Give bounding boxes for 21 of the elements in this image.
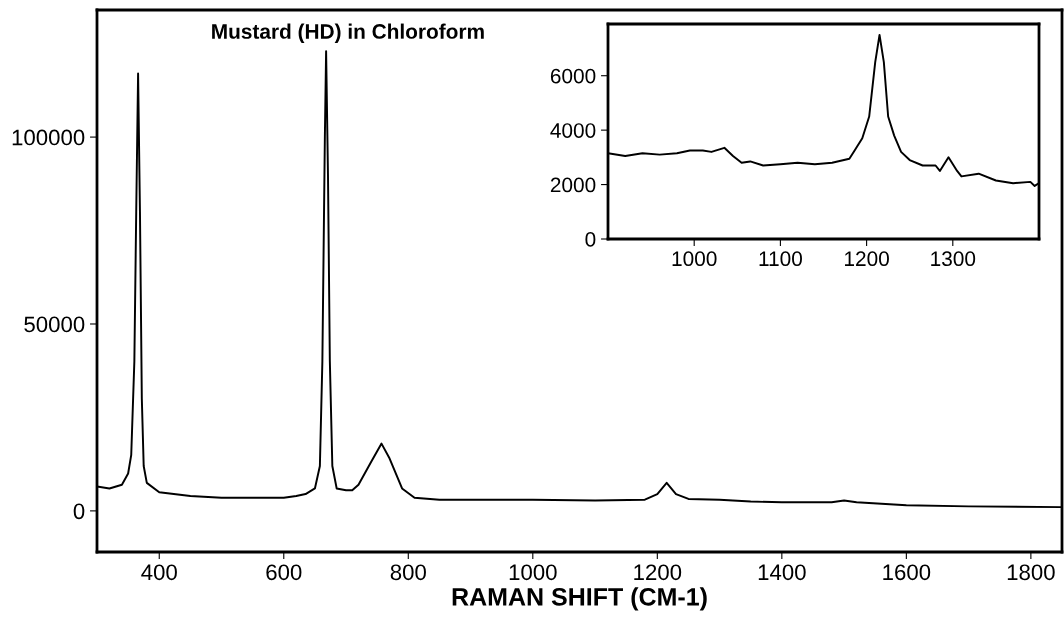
y-tick-label: 0 <box>585 232 596 247</box>
y-tick-label: 0 <box>73 503 85 520</box>
x-tick-label: 1200 <box>845 251 889 267</box>
x-tick-label: 1400 <box>758 564 806 581</box>
x-tick-label: 1100 <box>759 251 802 267</box>
x-tick-label: 1200 <box>634 564 682 581</box>
x-tick-label: 1000 <box>509 564 557 581</box>
y-tick-label: 50000 <box>24 316 85 333</box>
text: Mustard (HD) in Chloroform <box>212 23 484 43</box>
x-tick-label: 1000 <box>672 251 717 267</box>
y-tick-label: 100000 <box>12 129 85 146</box>
y-tick-label: 6000 <box>550 68 596 84</box>
x-tick-label: 600 <box>266 564 302 581</box>
x-tick-label: 800 <box>390 564 426 581</box>
y-tick-label: 4000 <box>550 123 596 138</box>
x-tick-label: 1600 <box>883 564 931 581</box>
x-tick-label: 1800 <box>1007 564 1055 581</box>
x-tick-label: 1300 <box>931 251 976 267</box>
y-tick-label: 2000 <box>550 177 596 193</box>
x-tick-label: 400 <box>141 564 177 581</box>
x-axis-title: RAMAN SHIFT (CM-1) <box>452 587 707 611</box>
